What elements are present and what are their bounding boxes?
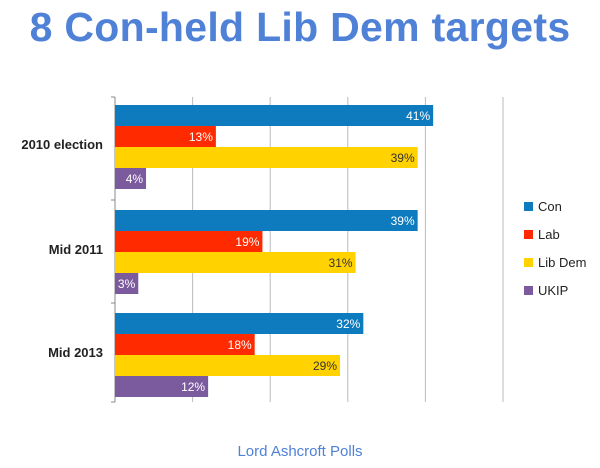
bar-chart: 41% 13% 39% 4% 39% 19% 31% 3% 32% 18% 29% 12% 2010 …: [21, 96, 586, 403]
data-label: 13%: [189, 130, 213, 144]
category-label: Mid 2011: [49, 242, 103, 257]
bar-ukip: [115, 168, 147, 189]
source-footer: Lord Ashcroft Polls: [237, 443, 363, 460]
legend-label: Lab: [538, 227, 560, 242]
data-label: 41%: [406, 109, 430, 123]
bar-lib-dem: [115, 147, 418, 168]
data-label: 4%: [126, 172, 144, 186]
legend: Con Lab Lib Dem UKIP: [524, 199, 586, 298]
legend-swatch: [524, 202, 533, 211]
legend-label: Lib Dem: [538, 255, 586, 270]
legend-swatch: [524, 230, 533, 239]
category-label: 2010 election: [21, 137, 103, 152]
bar-lib-dem: [115, 252, 356, 273]
bar-lab: [115, 126, 216, 147]
category-labels: 2010 election Mid 2011 Mid 2013: [21, 137, 103, 360]
bar-ukip: [115, 273, 139, 294]
bar-lib-dem: [115, 355, 341, 376]
data-label: 3%: [118, 277, 136, 291]
bar-con: [115, 313, 364, 334]
data-label: 39%: [391, 214, 415, 228]
data-label: 18%: [228, 338, 252, 352]
bar-ukip: [115, 376, 209, 397]
data-label: 12%: [181, 380, 205, 394]
legend-label: Con: [538, 199, 562, 214]
legend-swatch: [524, 286, 533, 295]
bar-con: [115, 105, 434, 126]
data-label: 19%: [235, 235, 259, 249]
data-label: 39%: [391, 151, 415, 165]
data-label: 29%: [313, 359, 337, 373]
data-label: 31%: [329, 256, 353, 270]
bar-lab: [115, 231, 263, 252]
chart-title: 8 Con-held Lib Dem targets: [29, 4, 571, 50]
bar-lab: [115, 334, 255, 355]
legend-label: UKIP: [538, 283, 568, 298]
bars: 41% 13% 39% 4% 39% 19% 31% 3% 32% 18% 29% 12%: [115, 105, 434, 397]
category-label: Mid 2013: [48, 345, 103, 360]
data-label: 32%: [336, 317, 360, 331]
legend-swatch: [524, 258, 533, 267]
bar-con: [115, 210, 418, 231]
